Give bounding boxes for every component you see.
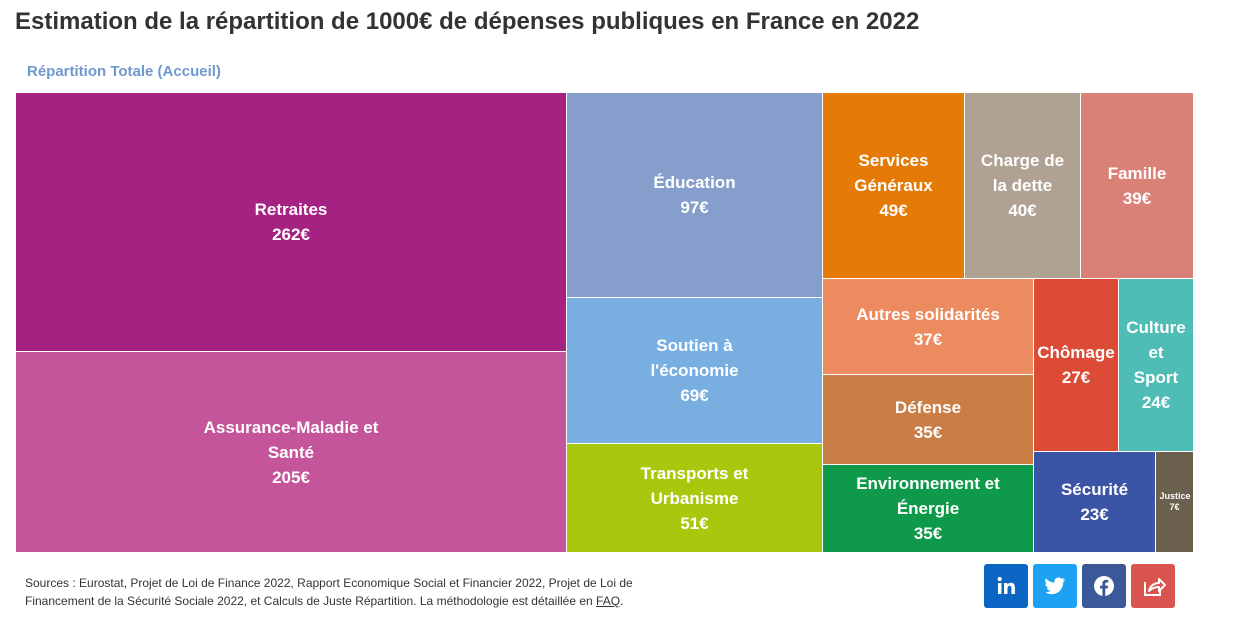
cell-value: 27€ (1061, 368, 1091, 387)
cell-value: 39€ (1122, 188, 1152, 208)
cell-label: Retraites (254, 200, 328, 219)
faq-link[interactable]: FAQ (596, 594, 621, 608)
cell-value: 51€ (680, 513, 709, 533)
cell-value: 37€ (913, 329, 943, 349)
treemap-cell[interactable]: Retraites 262€ (15, 92, 567, 352)
treemap-cell[interactable]: Transports et Urbanisme 51€ (566, 443, 823, 553)
cell-value: 23€ (1080, 505, 1109, 524)
cell-label: Chômage (1037, 343, 1115, 362)
sources: Sources : Eurostat, Projet de Loi de Fin… (25, 574, 665, 610)
cell-label: Soutien à l'économie (650, 336, 739, 380)
treemap-cell[interactable]: Chômage 27€ (1033, 278, 1119, 452)
share-button[interactable] (1131, 564, 1175, 608)
cell-value: 49€ (879, 201, 908, 220)
treemap-cell[interactable]: Justice 7€ (1155, 451, 1194, 553)
treemap-cell[interactable]: Défense 35€ (822, 374, 1034, 465)
twitter-button[interactable] (1033, 564, 1077, 608)
sources-text: Sources : Eurostat, Projet de Loi de Fin… (25, 576, 633, 608)
cell-value: 35€ (913, 422, 943, 442)
treemap-cell[interactable]: Services Généraux 49€ (822, 92, 965, 279)
cell-label: Culture et Sport (1126, 318, 1186, 387)
chart-subtitle: Répartition Totale (Accueil) (27, 63, 221, 80)
cell-value: 24€ (1141, 393, 1171, 412)
treemap-cell[interactable]: Soutien à l'économie 69€ (566, 297, 823, 444)
treemap-cell[interactable]: Culture et Sport 24€ (1118, 278, 1194, 452)
cell-value: 35€ (913, 524, 943, 543)
cell-label: Famille (1107, 163, 1167, 183)
treemap-cell[interactable]: Charge de la dette 40€ (964, 92, 1081, 279)
treemap-cell[interactable]: Environnement et Énergie 35€ (822, 464, 1034, 553)
linkedin-button[interactable] (984, 564, 1028, 608)
chart-title: Estimation de la répartition de 1000€ de… (15, 8, 920, 35)
cell-value: 262€ (272, 225, 310, 244)
cell-label: Environnement et Énergie (856, 474, 1000, 518)
facebook-button[interactable] (1082, 564, 1126, 608)
treemap-cell[interactable]: Famille 39€ (1080, 92, 1194, 279)
cell-label: Transports et Urbanisme (640, 463, 749, 508)
cell-value: 205€ (272, 467, 310, 487)
cell-value: 40€ (1008, 201, 1037, 220)
cell-label: Sécurité (1060, 480, 1129, 499)
cell-value: 69€ (680, 386, 709, 405)
cell-label: Justice (1159, 491, 1191, 501)
cell-value: 7€ (1169, 502, 1180, 512)
cell-value: 97€ (680, 198, 709, 217)
treemap-cell[interactable]: Éducation 97€ (566, 92, 823, 298)
treemap-cell[interactable]: Assurance-Maladie et Santé 205€ (15, 351, 567, 553)
cell-label: Défense (894, 397, 962, 417)
cell-label: Services Généraux (854, 151, 933, 195)
cell-label: Assurance-Maladie et Santé (203, 417, 379, 462)
cell-label: Éducation (653, 173, 736, 192)
cell-label: Charge de la dette (980, 151, 1065, 195)
treemap-cell[interactable]: Autres solidarités 37€ (822, 278, 1034, 375)
treemap-cell[interactable]: Sécurité 23€ (1033, 451, 1156, 553)
sources-end: . (620, 594, 624, 608)
cell-label: Autres solidarités (856, 304, 1000, 324)
